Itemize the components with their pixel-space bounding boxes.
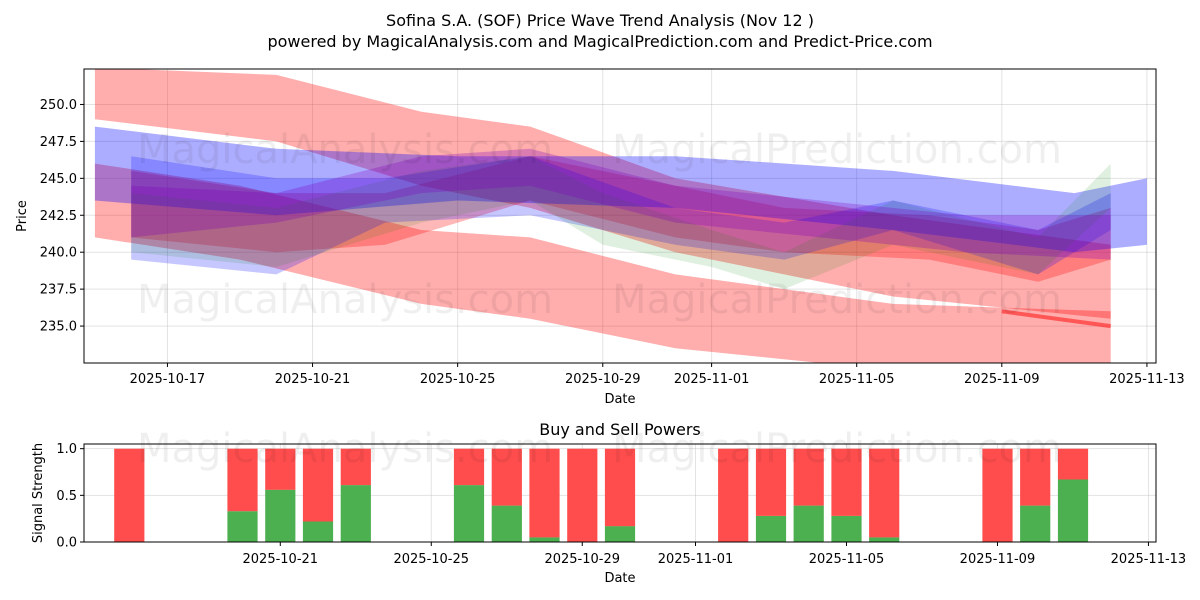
- buy-bar: [831, 515, 862, 542]
- sell-bar: [755, 448, 787, 516]
- signal-bars: [114, 448, 1089, 542]
- sell-bar: [982, 448, 1013, 542]
- signal-axes-frame: [83, 443, 1157, 543]
- signal-y-tick-label: 0.5: [56, 489, 77, 504]
- buy-bar: [869, 537, 900, 542]
- sell-bar: [869, 448, 900, 538]
- price-axes-frame: [83, 68, 1157, 364]
- signal-x-tick-label: 2025-11-13: [1111, 552, 1187, 567]
- price-y-tick-label: 247.5: [40, 135, 77, 150]
- signal-y-tick-label: 0.0: [56, 536, 77, 551]
- sell-bar: [491, 448, 522, 506]
- buy-bar: [265, 489, 296, 542]
- buy-bar: [302, 521, 334, 542]
- sell-bar: [227, 448, 258, 512]
- line-red-trend: [1001, 309, 1111, 329]
- price-y-ticks: 235.0 237.5 240.0 242.5 245.0 247.5 250.0: [40, 98, 84, 335]
- price-x-tick-label: 2025-10-25: [420, 372, 496, 387]
- signal-y-tick-label: 1.0: [56, 442, 77, 457]
- signal-y-axis-label: Signal Strength: [31, 443, 46, 543]
- watermark-top-left: MagicalAnalysis.com: [137, 127, 553, 173]
- sell-bar: [114, 448, 145, 542]
- band-purple: [131, 148, 1111, 260]
- signal-x-tick-label: 2025-10-21: [243, 552, 319, 567]
- band-red-mid: [131, 156, 1111, 282]
- price-x-tick-label: 2025-10-29: [565, 372, 641, 387]
- signal-x-tick-label: 2025-11-05: [809, 552, 885, 567]
- buy-bar: [1057, 479, 1089, 542]
- signal-x-tick-label: 2025-10-29: [544, 552, 620, 567]
- buy-bar: [491, 505, 522, 542]
- price-y-tick-label: 237.5: [40, 283, 77, 298]
- price-x-tick-label: 2025-11-13: [1109, 372, 1185, 387]
- signal-x-ticks: 2025-10-21 2025-10-25 2025-10-29 2025-11-01…: [243, 542, 1187, 567]
- price-y-tick-label: 250.0: [40, 98, 77, 113]
- signal-chart-title: Buy and Sell Powers: [539, 420, 701, 439]
- price-y-tick-label: 245.0: [40, 172, 77, 187]
- price-grid: [84, 69, 1156, 363]
- watermark-bottom-right: MagicalPrediction.com: [612, 426, 1062, 472]
- sell-bar: [793, 448, 824, 506]
- sell-bar: [831, 448, 862, 516]
- buy-bar: [755, 515, 787, 542]
- band-red-upper: [94, 69, 1111, 319]
- watermark-mid-right: MagicalPrediction.com: [612, 277, 1062, 323]
- buy-bar: [604, 526, 636, 542]
- price-x-tick-label: 2025-11-09: [964, 372, 1040, 387]
- sell-bar: [453, 448, 485, 486]
- band-blue-upper: [94, 126, 1147, 253]
- watermark-bottom-left: MagicalAnalysis.com: [137, 426, 553, 472]
- price-y-tick-label: 235.0: [40, 320, 77, 335]
- watermark-top-right: MagicalPrediction.com: [612, 127, 1062, 173]
- price-bands: [94, 69, 1147, 363]
- price-y-tick-label: 242.5: [40, 209, 77, 224]
- price-chart: MagicalAnalysis.com MagicalPrediction.co…: [15, 68, 1185, 407]
- watermark-mid-left: MagicalAnalysis.com: [137, 277, 553, 323]
- price-x-tick-label: 2025-11-05: [819, 372, 895, 387]
- band-green: [131, 156, 1111, 290]
- sell-bar: [718, 448, 749, 542]
- signal-x-tick-label: 2025-11-01: [658, 552, 734, 567]
- sell-bar: [340, 448, 371, 486]
- price-y-axis-label: Price: [15, 200, 30, 232]
- sell-bar: [1057, 448, 1089, 480]
- sell-bar: [529, 448, 560, 538]
- signal-x-tick-label: 2025-10-25: [393, 552, 469, 567]
- sell-bar: [265, 448, 296, 490]
- price-x-tick-label: 2025-10-21: [275, 372, 351, 387]
- buy-bar: [1020, 505, 1051, 542]
- sell-bar: [567, 448, 598, 542]
- buy-bar: [793, 505, 824, 542]
- price-x-tick-label: 2025-11-01: [674, 372, 750, 387]
- price-x-tick-label: 2025-10-17: [130, 372, 206, 387]
- price-y-tick-label: 240.0: [40, 246, 77, 261]
- chart-subtitle: powered by MagicalAnalysis.com and Magic…: [267, 32, 932, 51]
- signal-x-axis-label: Date: [604, 571, 635, 586]
- buy-bar: [227, 511, 258, 542]
- buy-bar: [340, 485, 371, 542]
- band-blue-lower: [131, 156, 1111, 275]
- sell-bar: [1020, 448, 1051, 506]
- signal-y-ticks: 0.0 0.5 1.0: [56, 442, 84, 551]
- buy-bar: [453, 485, 485, 542]
- price-x-ticks: 2025-10-17 2025-10-21 2025-10-25 2025-10-29…: [130, 363, 1185, 387]
- price-x-axis-label: Date: [604, 392, 635, 407]
- sell-bar: [604, 448, 636, 527]
- chart-title: Sofina S.A. (SOF) Price Wave Trend Analy…: [386, 11, 814, 30]
- sell-bar: [302, 448, 334, 522]
- band-red-lower: [94, 163, 1111, 363]
- signal-x-tick-label: 2025-11-09: [960, 552, 1036, 567]
- buy-bar: [529, 537, 560, 542]
- signal-chart: Buy and Sell Powers MagicalAnalysis.com …: [31, 420, 1186, 586]
